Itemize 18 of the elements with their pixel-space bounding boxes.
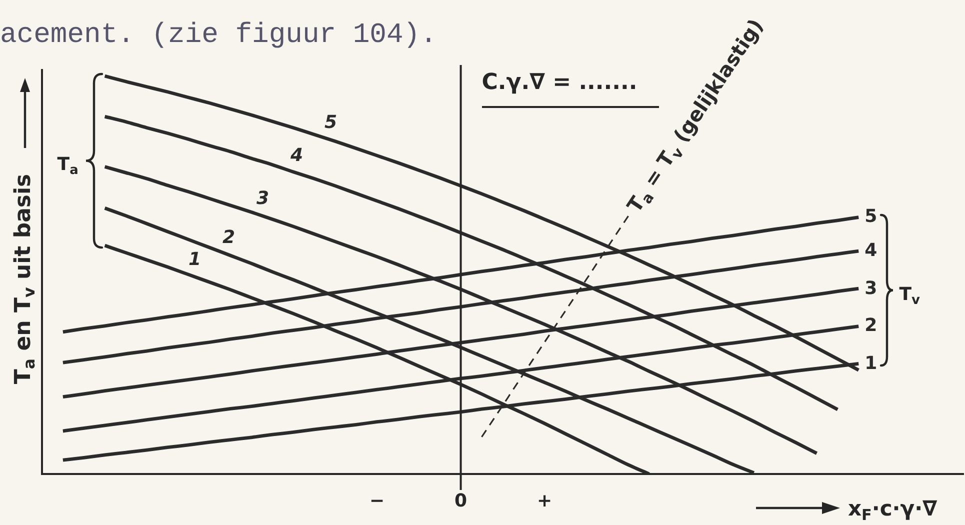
text: acement. (zie figuur 104). [0, 20, 437, 52]
series-label: 2 [864, 315, 878, 336]
series-label: 4 [290, 145, 304, 166]
x-tick-label: + [536, 490, 552, 512]
annotation: T$_{v}$ [899, 284, 920, 308]
series-label: 3 [864, 278, 878, 299]
series-label: 4 [864, 240, 878, 262]
x-tick-label: − [369, 490, 385, 512]
annotation: C.γ.∇ = ....... [482, 70, 660, 108]
series-label: 2 [222, 226, 236, 248]
series-label: 5 [864, 206, 878, 228]
series-label: 5 [324, 112, 338, 133]
series-label: 1 [864, 352, 878, 374]
series-label: 3 [256, 188, 270, 210]
x-tick-label: 0 [454, 490, 468, 512]
annotation: T$_{a}$ [57, 154, 78, 178]
series-label: 1 [188, 248, 202, 270]
x-axis-title: x$_{F}$·c·γ·∇ [848, 496, 938, 524]
